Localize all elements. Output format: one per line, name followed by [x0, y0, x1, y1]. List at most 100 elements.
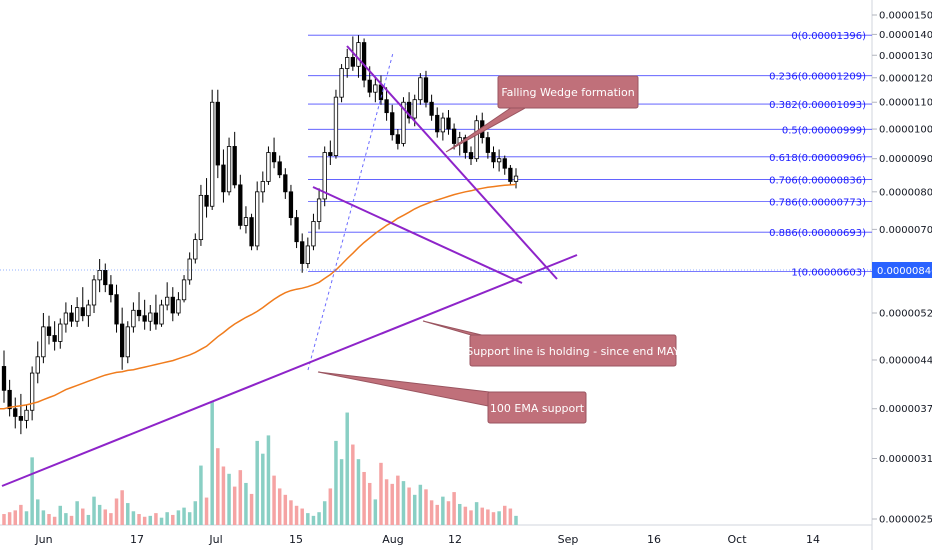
volume-bar	[441, 496, 445, 525]
candle-body	[255, 191, 260, 247]
fib-level-label: 0.5(0.00000999)	[782, 125, 866, 136]
volume-bar	[514, 515, 518, 525]
volume-bar	[75, 501, 79, 525]
callout-falling-wedge-text: Falling Wedge formation	[501, 86, 634, 99]
volume-bar	[52, 516, 57, 525]
candle-body	[367, 79, 372, 93]
callout-support-line[interactable]: Support line is holding - since end MAY	[422, 320, 680, 367]
volume-bar	[300, 508, 304, 525]
wedge-upper-trendline[interactable]	[346, 45, 558, 280]
candle-body	[260, 181, 265, 193]
volume-bar	[396, 475, 400, 525]
candle-body	[513, 175, 519, 182]
candle-body	[13, 408, 18, 417]
volume-bar	[508, 508, 513, 525]
volume-bar	[469, 510, 473, 525]
candle-body	[74, 307, 80, 322]
last-price-tag: 0.00000846	[872, 262, 932, 278]
volume-bar	[277, 488, 282, 525]
volume-bar	[238, 470, 243, 525]
fib-level-label: 0.786(0.00000773)	[769, 197, 866, 208]
candle-body	[350, 57, 355, 67]
volume-bar	[30, 457, 34, 525]
candle-body	[108, 284, 114, 296]
volume-bar	[103, 509, 108, 525]
volume-bar	[463, 506, 468, 525]
candle-body	[63, 312, 69, 325]
candle-body	[29, 372, 35, 411]
volume-bar	[148, 515, 153, 525]
candle-body	[502, 158, 507, 169]
volume-bar	[182, 507, 186, 525]
volume-bar	[379, 462, 383, 525]
candle-body	[153, 312, 159, 325]
ema-100-line[interactable]	[0, 183, 517, 410]
candle-body	[418, 77, 423, 101]
volume-bar	[81, 508, 85, 525]
candle-body	[142, 315, 147, 322]
candle-body	[485, 137, 491, 153]
candle-body	[311, 221, 316, 247]
candle-body	[165, 296, 170, 306]
candle-body	[204, 194, 209, 207]
candle-body	[136, 309, 142, 317]
volume-bar	[142, 516, 147, 525]
volume-bar	[452, 492, 456, 525]
candle-body	[345, 57, 350, 69]
volume-bar	[126, 503, 130, 525]
candle-body	[226, 146, 232, 193]
volume-bar	[58, 505, 63, 525]
candle-body	[1, 366, 7, 391]
candle-body	[508, 167, 513, 182]
candle-body	[446, 117, 451, 130]
support-trendline[interactable]	[1, 254, 578, 487]
volume-bar	[221, 466, 226, 525]
callout-falling-wedge[interactable]: Falling Wedge formation	[445, 75, 639, 153]
candle-body	[412, 99, 417, 119]
candle-body	[131, 309, 136, 328]
volume-bar	[373, 499, 378, 525]
volume-bar	[418, 484, 423, 525]
x-tick-label: 12	[448, 533, 462, 546]
candle-body	[148, 312, 153, 322]
volume-bar	[317, 512, 321, 525]
volume-bar	[334, 440, 338, 525]
volume-bar	[480, 507, 484, 525]
candle-body	[322, 152, 327, 200]
volume-bar	[351, 444, 355, 525]
wedge-lower-trendline[interactable]	[312, 186, 523, 284]
candle-body	[451, 128, 457, 144]
fib-level-label: 0.382(0.00001093)	[769, 100, 866, 111]
candle-body	[193, 239, 198, 260]
time-axis-labels: Jun 17 Jul 15 Aug 12 Sep 16 Oct 14	[34, 533, 820, 546]
volume-bar	[227, 473, 231, 525]
candle-body	[187, 258, 192, 281]
volume-bar	[92, 496, 96, 525]
fib-level-label: 0.236(0.00001209)	[769, 72, 866, 83]
volume-bar	[210, 401, 214, 525]
callout-support-line-text: Support line is holding - since end MAY	[466, 345, 680, 358]
volume-bar	[64, 513, 68, 525]
volume-bar	[2, 514, 6, 525]
fib-trend-dashed-line[interactable]	[307, 52, 394, 371]
fibonacci-retracement[interactable]: 0(0.00001396) 0.236(0.00001209) 0.382(0.00…	[308, 31, 872, 278]
candle-body	[114, 294, 119, 325]
volume-bar	[407, 487, 411, 525]
volume-bar	[24, 511, 29, 525]
candle-body	[266, 152, 271, 182]
candle-body	[181, 279, 187, 301]
last-price-text: 0.00000846	[877, 266, 932, 277]
fib-level-label: 0.886(0.00000693)	[769, 228, 866, 239]
fib-level-label: 0.706(0.00000836)	[769, 175, 866, 186]
volume-bar	[120, 490, 124, 525]
callout-ema-support[interactable]: 100 EMA support	[317, 371, 587, 424]
candlestick-series	[1, 35, 519, 435]
fib-level-label: 0(0.00001396)	[791, 31, 866, 42]
candle-body	[103, 270, 108, 286]
